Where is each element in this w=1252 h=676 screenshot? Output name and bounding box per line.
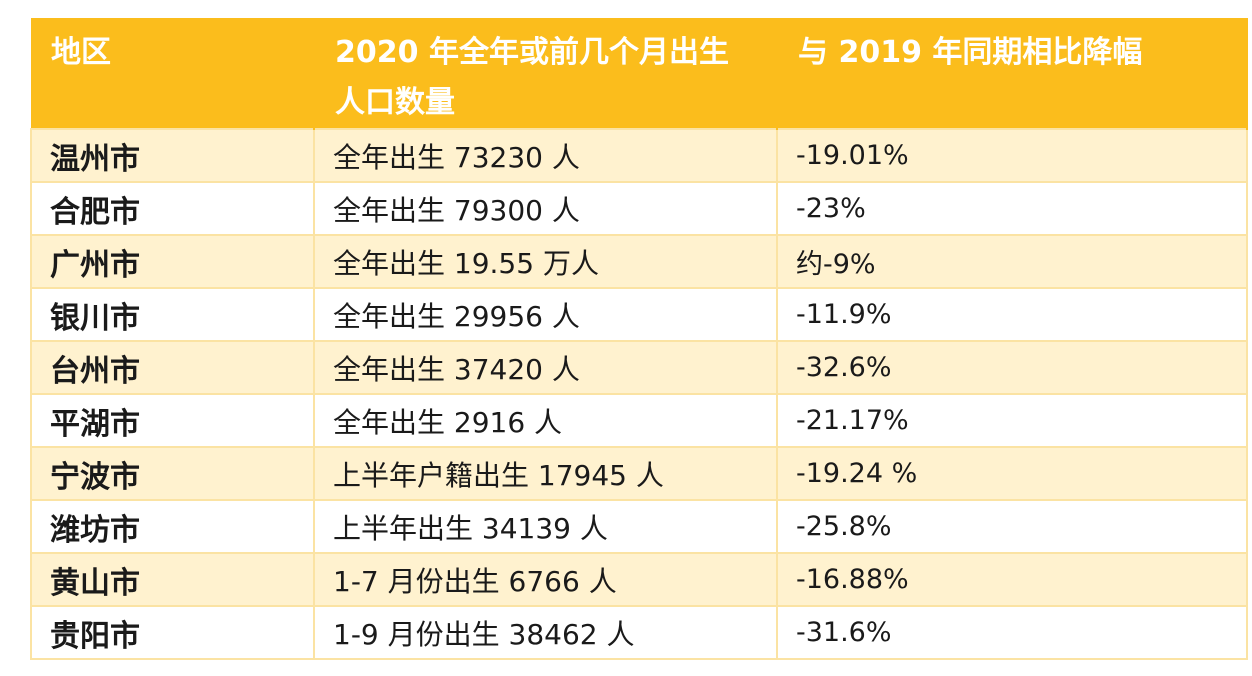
- region-cell: 广州市: [30, 234, 315, 289]
- table-row: 贵阳市 1-9 月份出生 38462 人 -31.6%: [30, 605, 1248, 660]
- region-cell: 银川市: [30, 287, 315, 342]
- change-cell: -23%: [776, 181, 1248, 236]
- table-row: 平湖市 全年出生 2916 人 -21.17%: [30, 393, 1248, 448]
- region-cell: 宁波市: [30, 446, 315, 501]
- change-cell: -21.17%: [776, 393, 1248, 448]
- table-header: 地区 2020 年全年或前几个月出生人口数量 与 2019 年同期相比降幅: [31, 18, 1248, 129]
- births-cell: 1-7 月份出生 6766 人: [313, 552, 778, 607]
- region-cell: 黄山市: [30, 552, 315, 607]
- table-row: 银川市 全年出生 29956 人 -11.9%: [30, 287, 1248, 342]
- births-cell: 全年出生 19.55 万人: [313, 234, 778, 289]
- header-births: 2020 年全年或前几个月出生人口数量: [314, 18, 778, 129]
- region-cell: 平湖市: [30, 393, 315, 448]
- table-row: 温州市 全年出生 73230 人 -19.01%: [30, 128, 1248, 183]
- change-cell: -25.8%: [776, 499, 1248, 554]
- births-cell: 1-9 月份出生 38462 人: [313, 605, 778, 660]
- births-cell: 全年出生 2916 人: [313, 393, 778, 448]
- change-cell: -16.88%: [776, 552, 1248, 607]
- births-cell: 全年出生 73230 人: [313, 128, 778, 183]
- region-cell: 台州市: [30, 340, 315, 395]
- change-cell: 约-9%: [776, 234, 1248, 289]
- table-row: 台州市 全年出生 37420 人 -32.6%: [30, 340, 1248, 395]
- header-region: 地区: [31, 18, 315, 129]
- region-cell: 潍坊市: [30, 499, 315, 554]
- births-cell: 全年出生 37420 人: [313, 340, 778, 395]
- change-cell: -31.6%: [776, 605, 1248, 660]
- table-row: 黄山市 1-7 月份出生 6766 人 -16.88%: [30, 552, 1248, 607]
- births-cell: 上半年户籍出生 17945 人: [313, 446, 778, 501]
- change-cell: -32.6%: [776, 340, 1248, 395]
- region-cell: 合肥市: [30, 181, 315, 236]
- births-cell: 全年出生 79300 人: [313, 181, 778, 236]
- births-cell: 上半年出生 34139 人: [313, 499, 778, 554]
- header-row: 地区 2020 年全年或前几个月出生人口数量 与 2019 年同期相比降幅: [31, 18, 1248, 129]
- table-row: 潍坊市 上半年出生 34139 人 -25.8%: [30, 499, 1248, 554]
- table-row: 广州市 全年出生 19.55 万人 约-9%: [30, 234, 1248, 289]
- change-cell: -19.01%: [776, 128, 1248, 183]
- change-cell: -11.9%: [776, 287, 1248, 342]
- table-row: 宁波市 上半年户籍出生 17945 人 -19.24 %: [30, 446, 1248, 501]
- table-row: 合肥市 全年出生 79300 人 -23%: [30, 181, 1248, 236]
- birth-statistics-table: 地区 2020 年全年或前几个月出生人口数量 与 2019 年同期相比降幅 温州…: [30, 18, 1248, 660]
- births-cell: 全年出生 29956 人: [313, 287, 778, 342]
- table-body: 温州市 全年出生 73230 人 -19.01% 合肥市 全年出生 79300 …: [30, 128, 1248, 660]
- header-change: 与 2019 年同期相比降幅: [777, 18, 1248, 129]
- change-cell: -19.24 %: [776, 446, 1248, 501]
- region-cell: 贵阳市: [30, 605, 315, 660]
- region-cell: 温州市: [30, 128, 315, 183]
- birth-statistics-table-container: 地区 2020 年全年或前几个月出生人口数量 与 2019 年同期相比降幅 温州…: [30, 18, 1248, 660]
